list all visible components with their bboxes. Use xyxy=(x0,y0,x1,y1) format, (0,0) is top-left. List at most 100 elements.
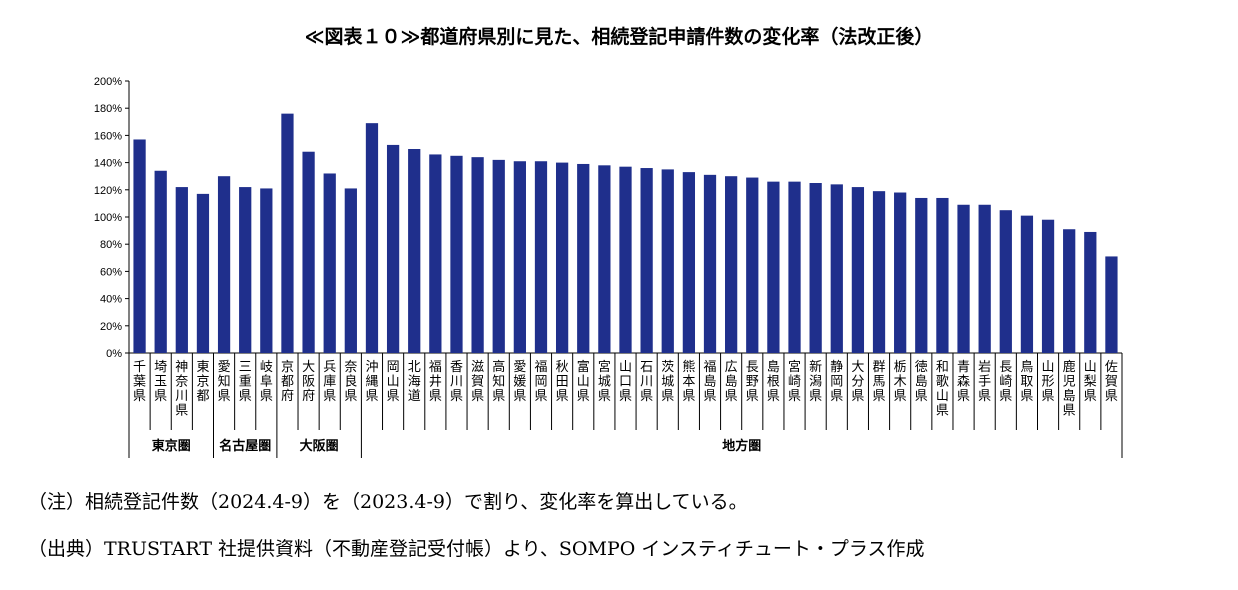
category-label: 沖縄県 xyxy=(365,360,378,404)
category-label: 鹿児島県 xyxy=(1063,359,1076,419)
bar xyxy=(809,183,822,353)
bar xyxy=(450,155,463,353)
bar xyxy=(703,174,717,353)
bar xyxy=(513,161,526,353)
category-label: 福岡県 xyxy=(534,360,547,404)
bar xyxy=(534,161,548,353)
category-label: 埼玉県 xyxy=(154,360,167,404)
bar xyxy=(830,184,843,353)
y-tick-label: 80% xyxy=(100,239,122,251)
y-tick-label: 180% xyxy=(94,103,122,115)
category-label: 宮城県 xyxy=(598,359,611,404)
category-label: 奈良県 xyxy=(344,360,357,404)
category-label: 群馬県 xyxy=(873,360,886,404)
category-label: 宮崎県 xyxy=(788,359,801,404)
bar xyxy=(1084,231,1097,353)
category-label: 茨城県 xyxy=(661,360,674,404)
bar xyxy=(408,149,421,353)
bar xyxy=(492,159,505,353)
y-tick-label: 20% xyxy=(100,321,122,333)
group-label: 名古屋圏 xyxy=(219,438,271,454)
category-label: 愛媛県 xyxy=(513,360,526,404)
category-label: 香川県 xyxy=(450,360,463,404)
category-label: 三重県 xyxy=(239,360,252,404)
category-label: 青森県 xyxy=(957,360,970,404)
category-label: 徳島県 xyxy=(915,360,928,404)
bar xyxy=(619,166,632,353)
category-label: 岩手県 xyxy=(978,360,991,404)
bar xyxy=(978,204,991,353)
bar xyxy=(894,192,907,353)
bar xyxy=(154,170,167,353)
category-label: 島根県 xyxy=(767,360,780,404)
category-label: 和歌山県 xyxy=(936,360,949,419)
category-label: 大阪府 xyxy=(302,360,315,404)
bar xyxy=(217,176,231,353)
category-label: 山梨県 xyxy=(1084,360,1097,404)
category-label: 神奈川県 xyxy=(175,360,188,419)
category-label: 千葉県 xyxy=(133,360,146,404)
y-tick-label: 60% xyxy=(100,266,122,278)
group-label: 東京圏 xyxy=(152,438,191,454)
bar-chart: 0% 20% 40% 60% 80% 100% 120% 140% 160% 180% 200% 千… xyxy=(94,76,1123,458)
y-tick-label: 140% xyxy=(94,158,122,170)
category-label: 山口県 xyxy=(619,360,632,404)
category-label: 福井県 xyxy=(429,360,442,404)
bar xyxy=(302,151,315,353)
bar xyxy=(577,163,590,353)
category-label: 東京都 xyxy=(196,359,209,404)
bar xyxy=(239,187,252,353)
bar xyxy=(175,187,188,353)
bar xyxy=(598,165,611,353)
category-label: 長野県 xyxy=(746,360,759,404)
category-label: 富山県 xyxy=(577,359,590,404)
category-label: 福島県 xyxy=(704,360,717,404)
category-label: 広島県 xyxy=(725,360,738,404)
bar xyxy=(196,193,210,353)
category-label: 北海道 xyxy=(408,360,421,404)
source-text: （出典）TRUSTART 社提供資料（不動産登記受付帳）より、SOMPO インス… xyxy=(28,538,925,560)
bar xyxy=(555,162,569,353)
bar xyxy=(767,181,780,353)
bar xyxy=(260,188,273,353)
bar xyxy=(471,157,484,353)
x-axis-labels: 千葉県埼玉県神奈川県東京都愛知県三重県岐阜県京都府大阪府兵庫県奈良県沖縄県岡山県… xyxy=(128,353,1123,430)
category-label: 高知県 xyxy=(492,359,505,404)
bar xyxy=(661,169,674,353)
y-tick-label: 0% xyxy=(106,348,122,360)
y-tick-label: 120% xyxy=(94,185,122,197)
bar xyxy=(999,210,1012,353)
bar xyxy=(640,168,653,353)
bar xyxy=(344,188,357,353)
category-label: 熊本県 xyxy=(682,359,695,404)
bar xyxy=(429,154,442,353)
bar xyxy=(957,204,970,353)
y-tick-label: 100% xyxy=(94,212,122,224)
bar xyxy=(1041,219,1055,353)
category-label: 愛知県 xyxy=(218,360,231,404)
category-label: 栃木県 xyxy=(894,360,907,404)
bar xyxy=(133,139,146,353)
bar xyxy=(682,172,696,353)
y-tick-label: 40% xyxy=(100,294,122,306)
bar xyxy=(851,187,865,353)
bar xyxy=(915,197,928,353)
bar xyxy=(788,181,801,353)
bar xyxy=(725,176,738,353)
bar xyxy=(1105,256,1118,353)
bar xyxy=(1020,215,1034,353)
category-label: 岡山県 xyxy=(387,360,400,404)
bar xyxy=(281,113,294,353)
category-label: 長崎県 xyxy=(999,360,1012,404)
category-label: 滋賀県 xyxy=(471,360,484,404)
category-label: 鳥取県 xyxy=(1020,360,1033,404)
category-label: 静岡県 xyxy=(830,360,843,404)
bar xyxy=(365,123,379,353)
category-label: 新潟県 xyxy=(809,359,822,404)
category-label: 佐賀県 xyxy=(1105,360,1118,404)
category-label: 石川県 xyxy=(640,360,653,404)
category-label: 兵庫県 xyxy=(323,360,336,404)
y-tick-label: 160% xyxy=(94,130,122,142)
bar xyxy=(872,191,886,353)
bar xyxy=(1063,229,1076,353)
